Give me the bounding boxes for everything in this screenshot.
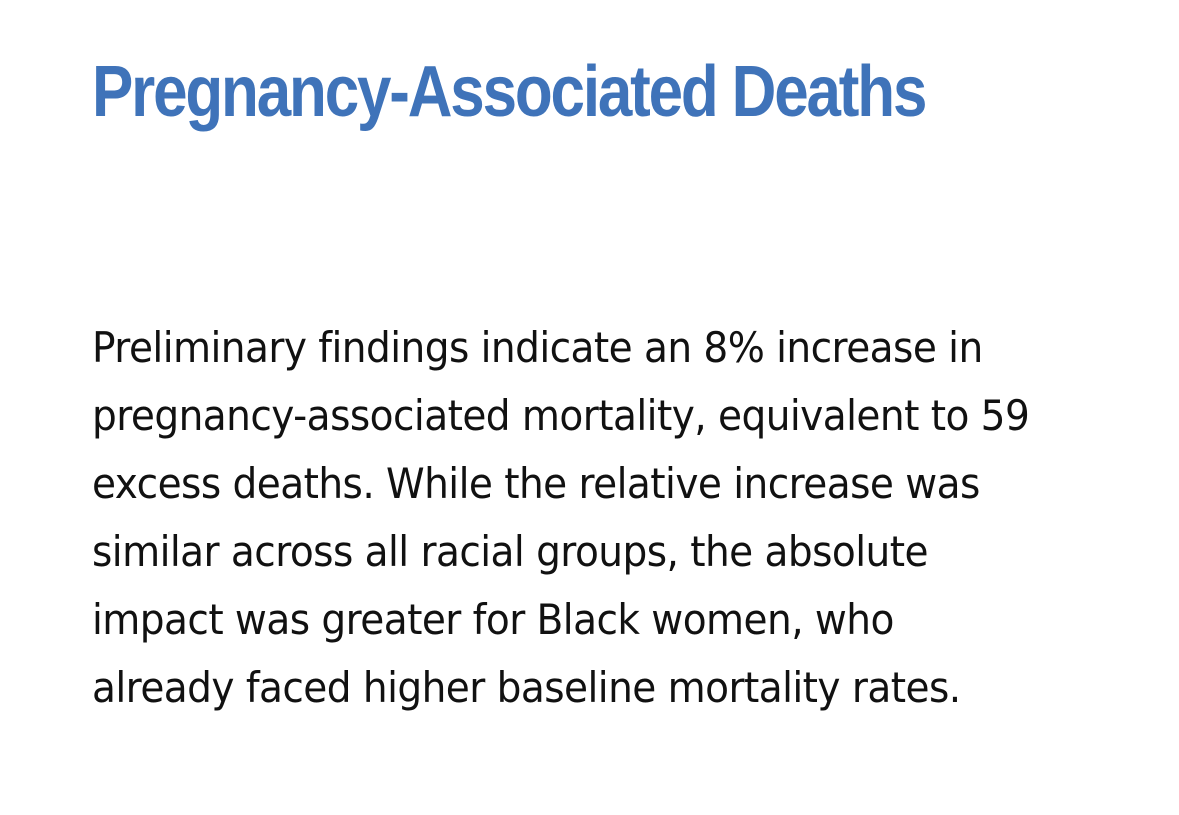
section-heading: Pregnancy-Associated Deaths: [92, 52, 927, 132]
article-section: Pregnancy-Associated Deaths Preliminary …: [92, 44, 1132, 712]
section-body-paragraph: Preliminary findings indicate an 8% incr…: [92, 323, 1030, 712]
